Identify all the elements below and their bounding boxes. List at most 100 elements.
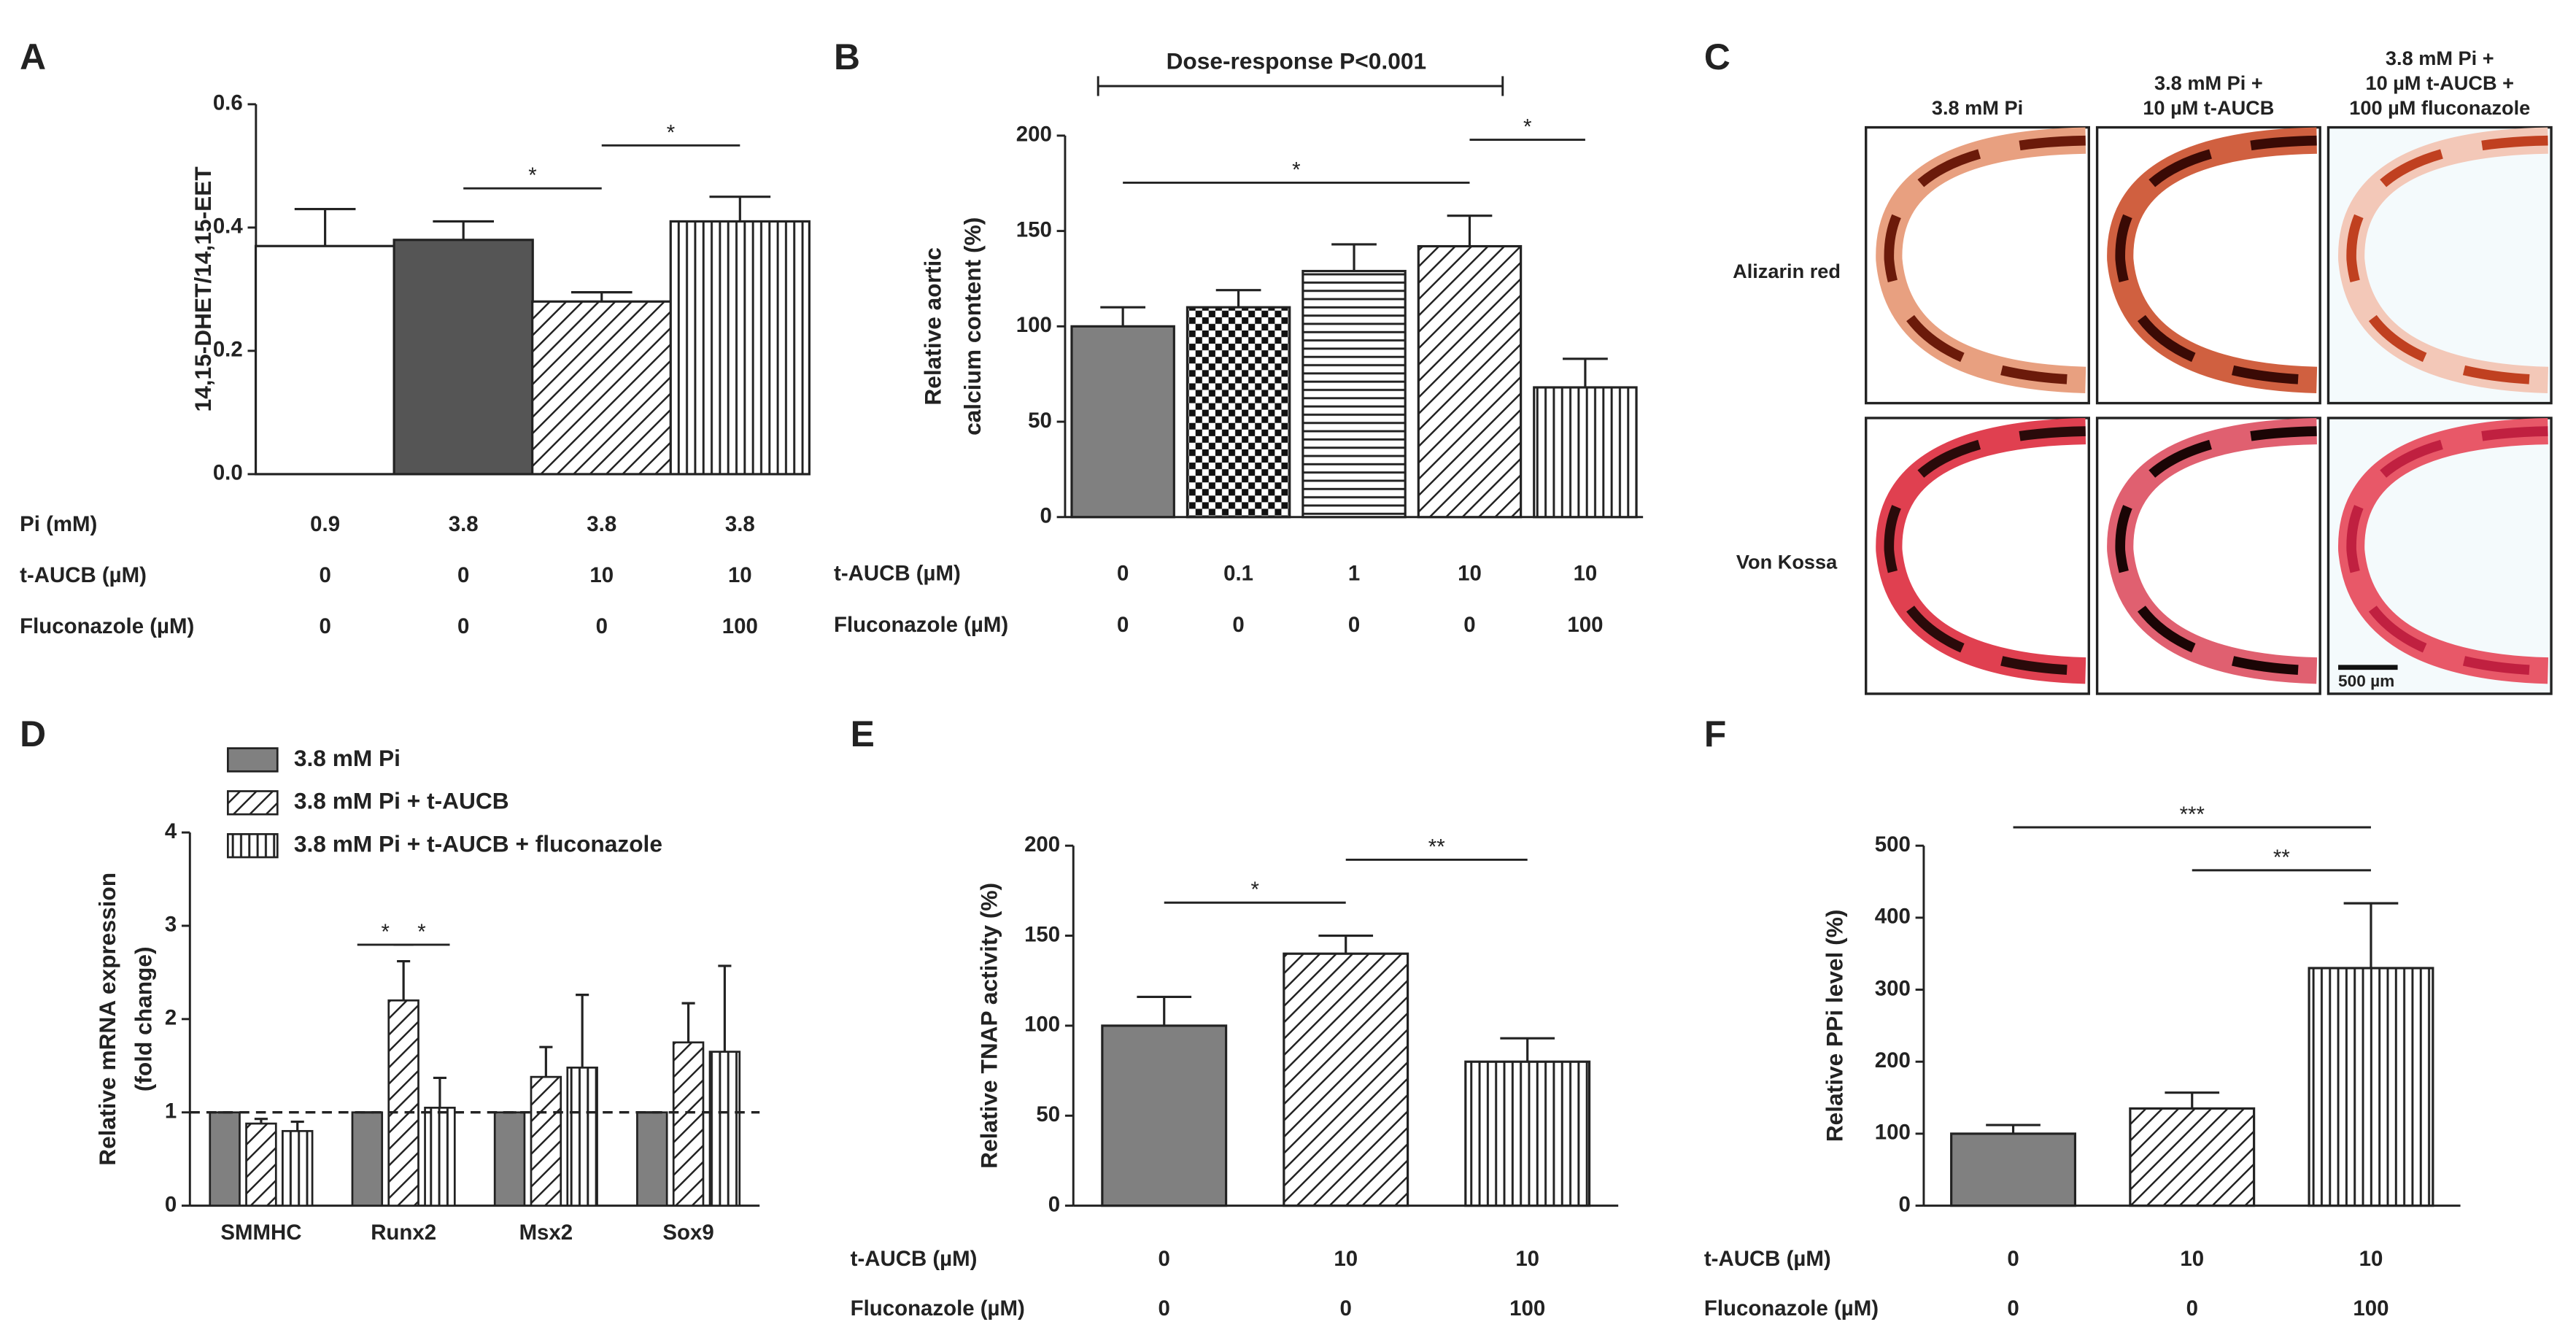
condition-value: 3.8: [587, 512, 616, 536]
tissue-inner: [2115, 426, 2317, 676]
column-title: 10 µM t-AUCB: [2143, 96, 2274, 119]
error-bar: [433, 1076, 446, 1108]
y-tick-label: 100: [1875, 1121, 1911, 1145]
legend-label: 3.8 mM Pi + t-AUCB + fluconazole: [294, 831, 662, 857]
bar: [530, 1075, 562, 1207]
y-tick-label: 200: [1016, 123, 1052, 147]
y-tick-label: 300: [1875, 976, 1911, 1000]
y-tick-label: 200: [1024, 832, 1060, 856]
bar: [209, 1111, 241, 1207]
tissue-inner: [2115, 135, 2317, 385]
condition-label: Fluconazole (µM): [20, 614, 194, 638]
condition-value: 0: [1232, 613, 1244, 637]
error-bar: [1331, 243, 1377, 271]
y-axis-label: Relative TNAP activity (%): [975, 883, 1002, 1169]
condition-value: 100: [722, 614, 758, 638]
legend-swatch: [226, 832, 279, 859]
condition-value: 10: [1334, 1247, 1358, 1271]
y-axis-label: Relative mRNA expression: [94, 873, 120, 1166]
y-tick-label: 150: [1016, 217, 1052, 241]
condition-label: Pi (mM): [20, 512, 97, 536]
bar: [672, 1041, 705, 1207]
bar: [531, 300, 673, 476]
significance-label: *: [528, 163, 536, 187]
y-tick-label: 3: [165, 913, 177, 937]
panel-letter: E: [851, 714, 875, 754]
bar: [1464, 1060, 1591, 1207]
legend-label: 3.8 mM Pi: [294, 745, 401, 771]
bar: [1283, 952, 1409, 1207]
significance-label: *: [1251, 878, 1259, 902]
condition-value: 0: [1159, 1296, 1170, 1320]
bar: [254, 244, 396, 476]
condition-value: 0: [1340, 1296, 1352, 1320]
bar: [392, 239, 534, 476]
legend-swatch: [226, 790, 279, 816]
y-tick-label: 100: [1024, 1013, 1060, 1037]
error-bar: [1563, 357, 1608, 387]
y-axis-label: calcium content (%): [959, 217, 986, 436]
y-tick-label: 150: [1024, 922, 1060, 946]
error-bar: [294, 207, 356, 247]
y-tick-label: 50: [1036, 1102, 1060, 1126]
legend-swatch: [226, 747, 279, 773]
significance-label: *: [382, 920, 390, 944]
error-bar: [2343, 902, 2399, 968]
error-bar: [570, 291, 633, 302]
bar: [424, 1106, 456, 1207]
condition-value: 0: [2007, 1296, 2019, 1320]
condition-value: 0: [457, 614, 469, 638]
bar: [636, 1111, 668, 1207]
bar: [351, 1111, 384, 1207]
error-bar: [1500, 1037, 1555, 1062]
error-bar: [718, 964, 732, 1052]
condition-value: 0.1: [1223, 562, 1253, 586]
panel-letter: A: [20, 36, 46, 77]
y-tick-label: 500: [1875, 832, 1911, 856]
y-tick-label: 0.0: [213, 461, 243, 485]
y-tick-label: 100: [1016, 313, 1052, 337]
y-tick-label: 1: [165, 1099, 177, 1124]
error-bar: [433, 220, 495, 240]
tissue-inner: [2346, 135, 2548, 385]
bar: [2308, 967, 2434, 1207]
significance-label: **: [1428, 835, 1445, 859]
bar: [669, 220, 811, 476]
bar: [566, 1066, 598, 1207]
y-tick-label: 50: [1028, 409, 1052, 433]
x-tick-label: SMMHC: [220, 1221, 301, 1245]
legend-label: 3.8 mM Pi + t-AUCB: [294, 788, 509, 814]
y-axis-label: 14,15-DHET/14,15-EET: [190, 166, 216, 411]
condition-value: 3.8: [449, 512, 479, 536]
significance-label: **: [2273, 846, 2290, 870]
y-tick-label: 0: [1048, 1192, 1060, 1216]
x-tick-label: Runx2: [371, 1221, 436, 1245]
bar: [2129, 1107, 2256, 1207]
y-axis-label: Relative aortic: [919, 247, 945, 406]
bar: [1950, 1132, 2077, 1207]
error-bar: [254, 1118, 268, 1124]
significance-label: ***: [2180, 803, 2205, 827]
trend-bracket: [1096, 76, 1504, 96]
condition-value: 10: [1515, 1247, 1539, 1271]
column-title: 10 µM t-AUCB +: [2366, 71, 2515, 94]
x-tick-label: Sox9: [662, 1221, 713, 1245]
condition-value: 3.8: [725, 512, 755, 536]
tissue-inner: [1884, 135, 2086, 385]
y-axis-label: Relative PPi level (%): [1821, 910, 1847, 1142]
y-tick-label: 0.6: [213, 91, 243, 115]
condition-value: 0: [2007, 1247, 2019, 1271]
bar: [387, 999, 419, 1207]
trend-label: Dose-response P<0.001: [1167, 48, 1427, 74]
condition-label: Fluconazole (µM): [834, 613, 1008, 637]
condition-label: t-AUCB (µM): [20, 563, 147, 587]
condition-value: 0: [457, 563, 469, 587]
error-bar: [1318, 934, 1374, 954]
condition-label: t-AUCB (µM): [1704, 1247, 1831, 1271]
y-tick-label: 0: [1040, 504, 1051, 528]
error-bar: [1447, 214, 1493, 247]
bar: [708, 1051, 741, 1207]
column-title: 3.8 mM Pi +: [2154, 71, 2263, 94]
y-tick-label: 0.4: [213, 214, 244, 239]
